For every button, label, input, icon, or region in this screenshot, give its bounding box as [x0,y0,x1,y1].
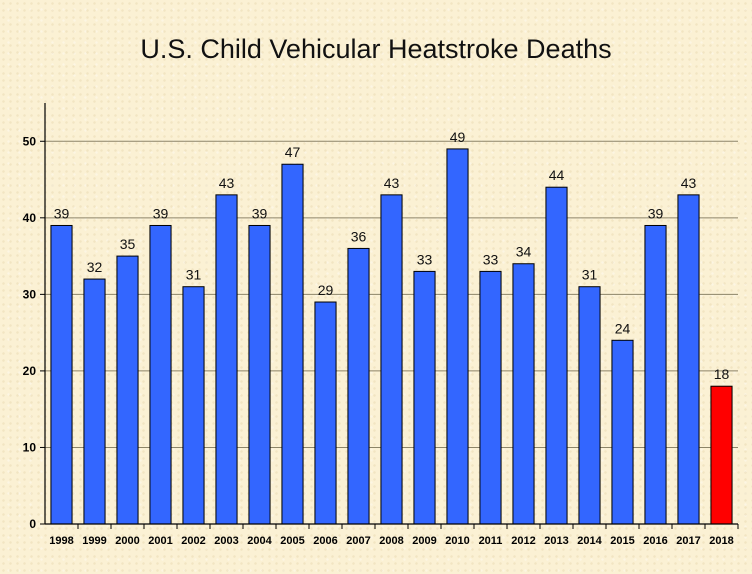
bar-2016 [644,224,667,525]
bar-2001 [149,224,172,525]
bar-2018 [710,385,733,525]
bar-2011 [479,270,502,525]
data-label-2000: 35 [120,236,136,252]
data-label-2001: 39 [153,205,169,221]
data-label-2007: 36 [351,228,367,244]
x-tick-label-2006: 2006 [313,535,337,547]
data-label-2012: 34 [516,244,532,260]
y-tick-label-0: 0 [29,517,36,531]
data-label-2009: 33 [417,251,433,267]
bar-1998 [50,224,73,525]
x-tick-label-2000: 2000 [115,535,139,547]
y-tick-label-50: 50 [23,134,37,148]
data-label-1999: 32 [87,259,103,275]
x-tick-label-2016: 2016 [643,535,667,547]
bar-2012 [512,263,535,525]
bar-2013 [545,186,568,525]
data-label-2015: 24 [615,320,631,336]
x-tick-label-2003: 2003 [214,535,238,547]
bar-2009 [413,270,436,525]
y-tick-labels: 0 10 20 30 40 50 [23,134,37,531]
x-tick-label-2010: 2010 [445,535,469,547]
data-label-2004: 39 [252,205,268,221]
chart-title: U.S. Child Vehicular Heatstroke Deaths [140,34,612,64]
x-tick-labels: 1998 1999 2000 2001 2002 2003 2004 2005 2006 2007… [49,535,733,547]
data-label-2006: 29 [318,282,334,298]
bar-2003 [215,194,238,525]
bar-2004 [248,224,271,525]
bar-1999 [83,278,106,525]
y-tick-label-20: 20 [23,364,37,378]
y-tick-label-10: 10 [23,440,37,454]
data-label-2013: 44 [549,167,565,183]
y-tick-label-40: 40 [23,211,37,225]
data-label-2017: 43 [681,175,697,191]
bar-2010 [446,148,469,525]
data-label-2016: 39 [648,205,664,221]
x-tick-label-2001: 2001 [148,535,172,547]
x-tick-label-2002: 2002 [181,535,205,547]
x-tick-label-2014: 2014 [577,535,602,547]
data-label-2014: 31 [582,267,598,283]
data-labels: 39 32 35 39 31 43 39 47 29 36 43 33 49 33 34 44 31 24 39 43… [54,129,730,382]
y-tick-label-30: 30 [23,287,37,301]
bar-2002 [182,286,205,525]
x-tick-label-2008: 2008 [379,535,403,547]
x-tick-label-2005: 2005 [280,535,304,547]
bar-2007 [347,247,370,525]
data-label-2008: 43 [384,175,400,191]
bar-2005 [281,163,304,525]
x-tick-label-2013: 2013 [544,535,568,547]
x-tick-label-2004: 2004 [247,535,272,547]
x-tick-label-1998: 1998 [49,535,73,547]
x-tick-label-2012: 2012 [511,535,535,547]
data-label-2002: 31 [186,267,202,283]
x-tick-label-2009: 2009 [412,535,436,547]
x-tick-label-1999: 1999 [82,535,106,547]
data-label-1998: 39 [54,205,70,221]
bar-2015 [611,339,634,525]
axes [40,103,739,529]
data-label-2010: 49 [450,129,466,145]
x-tick-label-2018: 2018 [709,535,733,547]
x-tick-label-2007: 2007 [346,535,370,547]
bar-2014 [578,286,601,525]
data-label-2003: 43 [219,175,235,191]
bar-2008 [380,194,403,525]
data-label-2018: 18 [714,366,730,382]
data-label-2011: 33 [483,251,499,267]
bar-2006 [314,301,337,525]
x-tick-label-2011: 2011 [479,535,503,547]
bar-2017 [677,194,700,525]
x-tick-label-2017: 2017 [676,535,700,547]
data-label-2005: 47 [285,144,301,160]
bar-2000 [116,255,139,525]
x-tick-label-2015: 2015 [610,535,634,547]
